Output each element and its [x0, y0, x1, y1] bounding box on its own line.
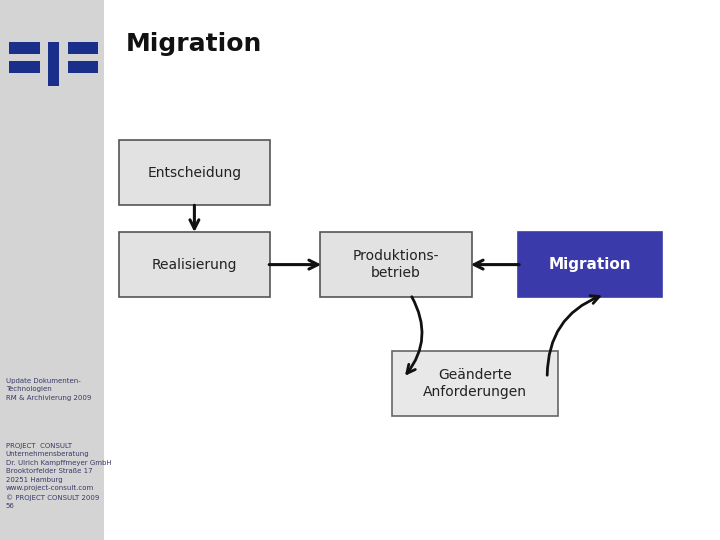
FancyArrowPatch shape	[407, 296, 422, 374]
FancyBboxPatch shape	[0, 0, 104, 540]
FancyArrowPatch shape	[547, 296, 599, 375]
FancyBboxPatch shape	[518, 232, 662, 297]
FancyBboxPatch shape	[392, 351, 558, 416]
Text: Realisierung: Realisierung	[152, 258, 237, 272]
Text: Entscheidung: Entscheidung	[148, 166, 241, 180]
FancyBboxPatch shape	[48, 42, 59, 86]
Text: Geänderte
Anforderungen: Geänderte Anforderungen	[423, 368, 527, 399]
Text: Migration: Migration	[549, 257, 631, 272]
FancyBboxPatch shape	[68, 61, 98, 73]
FancyBboxPatch shape	[119, 140, 270, 205]
FancyBboxPatch shape	[68, 42, 98, 54]
FancyBboxPatch shape	[9, 42, 40, 54]
Text: Update Dokumenten-
Technologien
RM & Archivierung 2009: Update Dokumenten- Technologien RM & Arc…	[6, 378, 91, 401]
FancyBboxPatch shape	[9, 61, 40, 73]
FancyBboxPatch shape	[119, 232, 270, 297]
Text: PROJECT  CONSULT
Unternehmensberatung
Dr. Ulrich Kampffmeyer GmbH
Brooktorfelder: PROJECT CONSULT Unternehmensberatung Dr.…	[6, 443, 112, 509]
Text: Migration: Migration	[126, 32, 262, 56]
Text: Produktions-
betrieb: Produktions- betrieb	[353, 249, 439, 280]
FancyBboxPatch shape	[320, 232, 472, 297]
